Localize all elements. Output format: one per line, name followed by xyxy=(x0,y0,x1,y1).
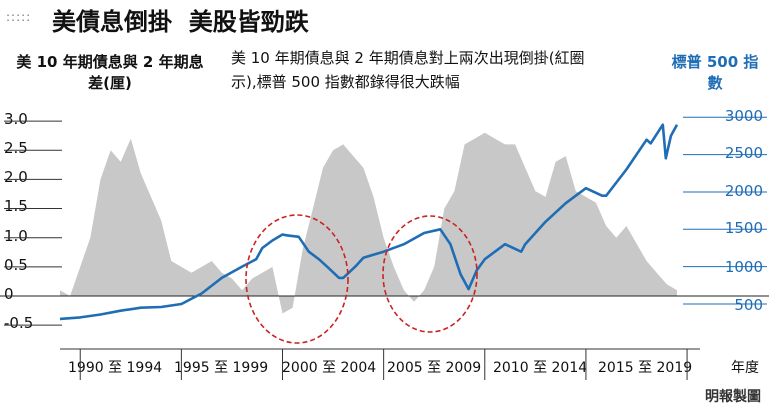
x-tick-label: 2015 至 2019 xyxy=(598,360,693,376)
chart-title: 美債息倒掛 美股皆勁跌 xyxy=(52,7,309,36)
x-axis-ticks xyxy=(79,349,688,380)
highlight-circles xyxy=(245,214,478,344)
x-axis-title: 年度 xyxy=(731,360,759,376)
right-tick-label: 2500 xyxy=(724,144,763,162)
left-tick-label: 1.5 xyxy=(4,197,28,215)
left-tick-label: 0 xyxy=(4,285,14,303)
left-tick-label: 3.0 xyxy=(4,110,28,128)
x-tick-label: 2000 至 2004 xyxy=(282,360,377,376)
x-tick-label: 1995 至 1999 xyxy=(174,360,269,376)
right-tick-label: 3000 xyxy=(724,107,763,125)
inversion-circle xyxy=(245,214,349,344)
decor-dots: ::::: xyxy=(6,10,32,24)
x-tick-label: 2010 至 2014 xyxy=(493,360,588,376)
credit-label: 明報製圖 xyxy=(705,389,761,405)
x-tick-label: 1990 至 1994 xyxy=(68,360,163,376)
right-tick-label: 1500 xyxy=(724,219,763,237)
right-tick-label: 2000 xyxy=(724,182,763,200)
spread-area xyxy=(60,132,677,314)
left-tick-label: 2.0 xyxy=(4,168,28,186)
inversion-circle xyxy=(382,215,478,333)
right-axis-title: 標普 500 指數 xyxy=(671,53,759,92)
left-tick-lines xyxy=(4,120,62,326)
sp500-line xyxy=(59,123,679,321)
left-tick-label: -0.5 xyxy=(4,314,34,332)
right-tick-lines xyxy=(683,116,767,305)
left-axis-title: 美 10 年期債息與 2 年期息差(厘) xyxy=(16,53,204,92)
x-tick-label: 2005 至 2009 xyxy=(387,360,482,376)
chart-annotation: 美 10 年期債息與 2 年期債息對上兩次出現倒掛(紅圈示),標普 500 指數… xyxy=(231,49,585,91)
right-tick-label: 500 xyxy=(734,296,763,314)
left-tick-label: 0.5 xyxy=(4,256,28,274)
left-tick-label: 2.5 xyxy=(4,139,28,157)
left-tick-label: 1.0 xyxy=(4,227,28,245)
